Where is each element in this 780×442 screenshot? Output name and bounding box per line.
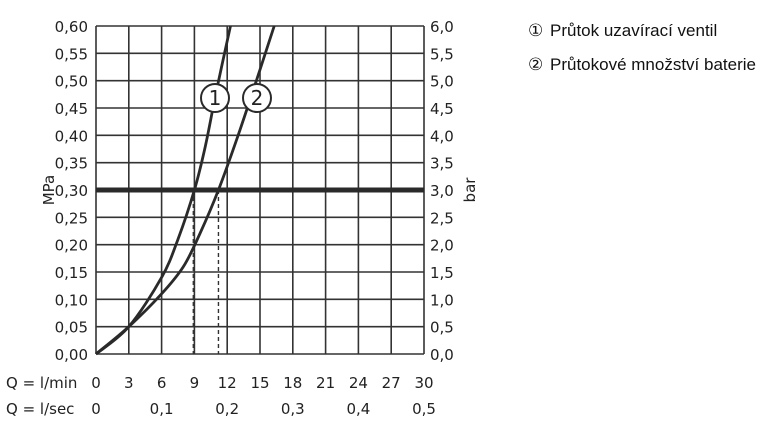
x-lmin-tick-label: 18: [283, 374, 302, 392]
x-lsec-tick-label: 0,1: [150, 400, 174, 418]
y-left-tick-label: 0,50: [55, 73, 88, 91]
y-right-axis-label: bar: [461, 177, 479, 203]
y-left-tick-label: 0,55: [55, 45, 88, 63]
x-lmin-tick-label: 3: [124, 374, 134, 392]
x-lmin-tick-label: 9: [190, 374, 200, 392]
pressure-flow-chart: 1 20,000,050,100,150,200,250,300,350,400,…: [6, 18, 479, 418]
y-right-tick-label: 0,5: [430, 319, 454, 337]
y-right-tick-label: 2,5: [430, 209, 454, 227]
x-lsec-tick-label: 0,2: [215, 400, 239, 418]
legend: ① Průtok uzavírací ventil ② Průtokové mn…: [528, 20, 778, 88]
x-lmin-tick-label: 27: [382, 374, 401, 392]
legend-item-1: ① Průtok uzavírací ventil: [528, 20, 778, 42]
y-left-tick-label: 0,35: [55, 155, 88, 173]
x-lsec-tick-label: 0,4: [346, 400, 370, 418]
y-right-tick-label: 1,5: [430, 264, 454, 282]
x-lmin-tick-label: 6: [157, 374, 167, 392]
series-1-marker-circle: [200, 83, 230, 113]
y-right-tick-label: 4,0: [430, 127, 454, 145]
y-right-tick-label: 5,5: [430, 45, 454, 63]
legend-item-2: ② Průtokové množství baterie: [528, 54, 778, 76]
legend-marker-2: ②: [528, 55, 544, 74]
series-2-marker-circle: [242, 83, 272, 113]
series-1-marker-label: 1: [209, 86, 222, 110]
x-lmin-tick-label: 15: [250, 374, 269, 392]
y-left-tick-label: 0,60: [55, 18, 88, 36]
y-left-tick-label: 0,10: [55, 291, 88, 309]
y-right-tick-label: 6,0: [430, 18, 454, 36]
y-right-tick-label: 2,0: [430, 237, 454, 255]
y-left-tick-label: 0,05: [55, 319, 88, 337]
x-lsec-tick-label: 0,3: [281, 400, 305, 418]
y-left-tick-label: 0,40: [55, 127, 88, 145]
legend-label-1: Průtok uzavírací ventil: [550, 21, 718, 40]
series-2-marker-label: 2: [251, 86, 264, 110]
x-lsec-tick-label: 0: [91, 400, 101, 418]
y-right-tick-label: 4,5: [430, 100, 454, 118]
x-lmin-tick-label: 12: [218, 374, 237, 392]
x-lsec-axis-label: Q = l/sec: [6, 400, 74, 418]
y-right-tick-label: 3,5: [430, 155, 454, 173]
y-right-tick-label: 3,0: [430, 182, 454, 200]
y-right-tick-label: 0,0: [430, 346, 454, 364]
y-left-tick-label: 0,15: [55, 264, 88, 282]
x-lmin-axis-label: Q = l/min: [6, 374, 77, 392]
y-left-tick-label: 0,00: [55, 346, 88, 364]
x-lmin-tick-label: 30: [414, 374, 433, 392]
y-left-tick-label: 0,25: [55, 209, 88, 227]
x-lmin-tick-label: 21: [316, 374, 335, 392]
legend-label-2: Průtokové množství baterie: [550, 55, 756, 74]
x-lmin-tick-label: 24: [349, 374, 368, 392]
y-left-tick-label: 0,30: [55, 182, 88, 200]
y-left-axis-label: MPa: [40, 175, 58, 206]
y-left-tick-label: 0,45: [55, 100, 88, 118]
x-lmin-tick-label: 0: [91, 374, 101, 392]
x-lsec-tick-label: 0,5: [412, 400, 436, 418]
y-right-tick-label: 5,0: [430, 73, 454, 91]
y-right-tick-label: 1,0: [430, 291, 454, 309]
y-left-tick-label: 0,20: [55, 237, 88, 255]
legend-marker-1: ①: [528, 21, 544, 40]
